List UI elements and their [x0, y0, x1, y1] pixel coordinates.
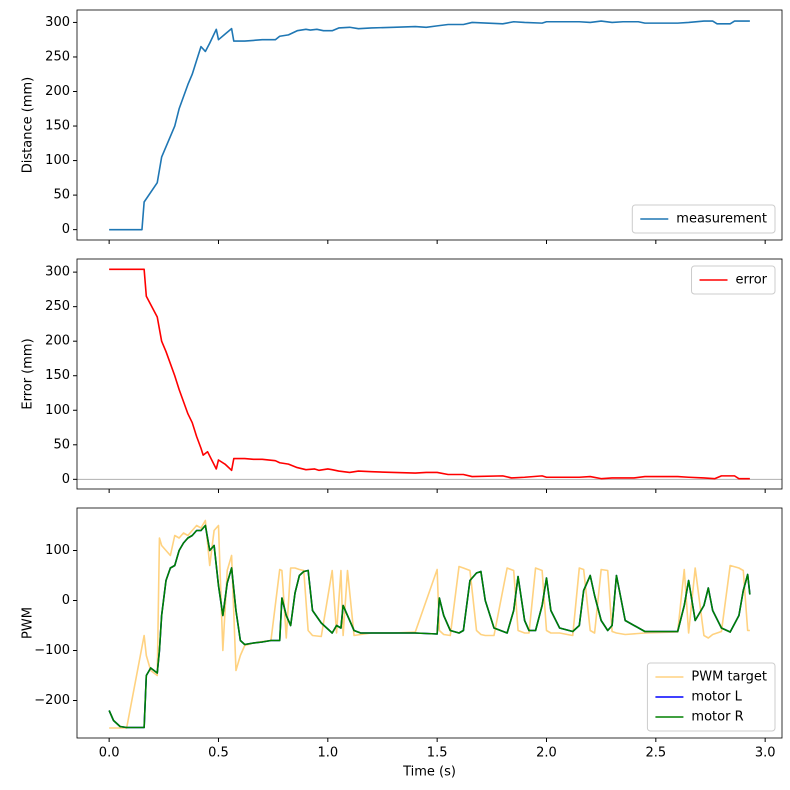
legend-label: motor L	[691, 690, 742, 705]
plot-area	[109, 268, 750, 480]
legend: measurement	[631, 204, 776, 234]
y-tick-label: 300	[45, 265, 70, 280]
x-tick-label: 1.5	[427, 746, 448, 761]
legend-frame	[646, 662, 776, 732]
y-tick-label: 200	[45, 334, 70, 349]
y-axis-label: PWM	[21, 607, 36, 639]
line-series	[109, 268, 750, 480]
y-tick-label: 0	[62, 472, 70, 487]
y-tick-label: 100	[45, 543, 70, 558]
legend-label: motor R	[691, 710, 743, 725]
x-tick-label: 1.0	[317, 746, 338, 761]
x-tick-label: 2.0	[536, 746, 557, 761]
y-tick-label: 100	[45, 403, 70, 418]
y-tick-label: 0	[62, 593, 70, 608]
y-tick-label: 150	[45, 368, 70, 383]
legend: error	[691, 265, 776, 295]
y-axis-label: Error (mm)	[21, 338, 36, 409]
y-tick-label: 50	[53, 188, 70, 203]
y-tick-label: 50	[53, 437, 70, 452]
axes-frame	[76, 258, 783, 490]
y-tick-label: 300	[45, 15, 70, 30]
x-tick-label: 0.5	[208, 746, 229, 761]
line-series	[108, 524, 751, 729]
y-tick-label: −200	[34, 693, 70, 708]
line-series	[109, 20, 750, 231]
y-tick-label: 250	[45, 49, 70, 64]
axes-frame	[76, 9, 783, 241]
plot-area	[108, 519, 751, 729]
legend-label: measurement	[676, 212, 767, 227]
legend: PWM target motor L motor R	[646, 662, 776, 732]
x-tick-label: 3.0	[755, 746, 776, 761]
axes-frame	[76, 507, 783, 739]
legend-frame	[631, 204, 776, 234]
y-tick-label: −100	[34, 643, 70, 658]
x-tick-label: 0.0	[99, 746, 120, 761]
y-tick-label: 150	[45, 119, 70, 134]
legend-frame	[691, 265, 776, 295]
legend-label: error	[736, 273, 768, 288]
y-tick-label: 100	[45, 153, 70, 168]
x-axis-label: Time (s)	[402, 765, 456, 780]
y-tick-label: 0	[62, 222, 70, 237]
legend-label: PWM target	[691, 670, 767, 685]
plot-area	[109, 20, 750, 231]
x-tick-label: 2.5	[645, 746, 666, 761]
y-tick-label: 200	[45, 84, 70, 99]
y-axis-label: Distance (mm)	[21, 77, 36, 173]
line-series	[109, 519, 750, 729]
y-tick-label: 250	[45, 299, 70, 314]
